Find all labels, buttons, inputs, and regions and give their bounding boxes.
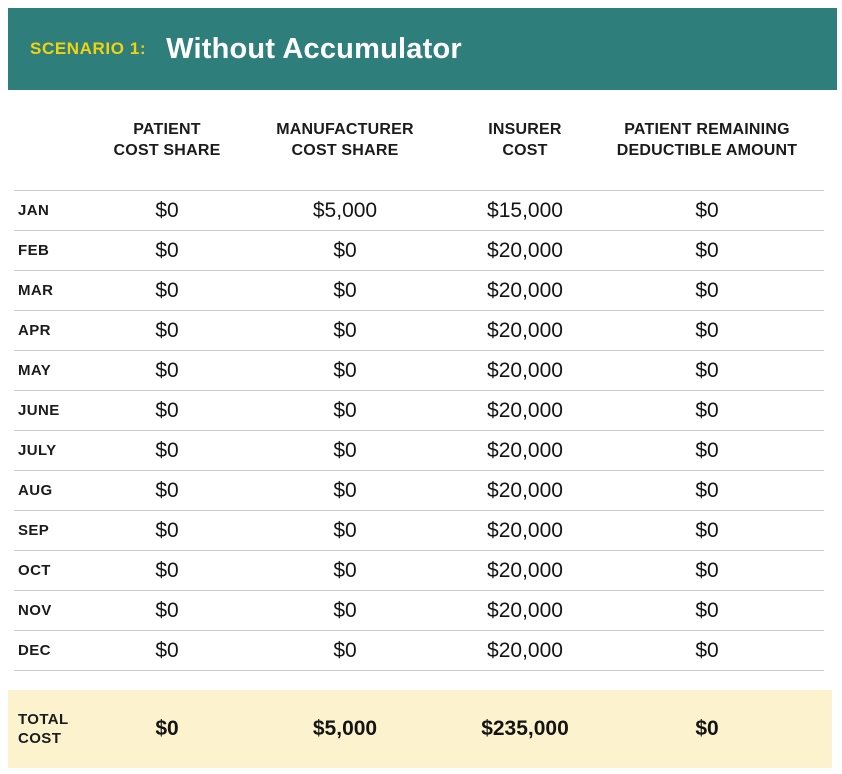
cost-value-cell: $0: [230, 630, 460, 671]
cost-value-cell: $0: [590, 270, 824, 311]
cost-value-cell: $0: [230, 390, 460, 431]
cost-value-cell: $0: [104, 270, 230, 311]
month-label: MAY: [14, 350, 104, 391]
cost-value-cell: $0: [230, 270, 460, 311]
cost-value-cell: $0: [590, 310, 824, 351]
cost-value-cell: $0: [590, 630, 824, 671]
month-label: APR: [14, 310, 104, 351]
column-header-patient-cost-share: PATIENT COST SHARE: [113, 121, 221, 159]
cost-value-cell: $0: [104, 630, 230, 671]
cost-value-cell: $0: [590, 590, 824, 631]
cost-value-cell: $0: [590, 390, 824, 431]
cost-value-cell: $0: [230, 310, 460, 351]
total-insurer-cost: $235,000: [481, 717, 569, 740]
total-patient-cost-share: $0: [155, 717, 179, 740]
table-row: FEB $0 $0 $20,000 $0: [14, 230, 824, 271]
cost-value-cell: $0: [590, 190, 824, 231]
table-row: JULY $0 $0 $20,000 $0: [14, 430, 824, 471]
table-row: MAR $0 $0 $20,000 $0: [14, 270, 824, 311]
cost-value-cell: $0: [104, 550, 230, 591]
table-row: APR $0 $0 $20,000 $0: [14, 310, 824, 351]
month-label: DEC: [14, 630, 104, 671]
month-label: MAR: [14, 270, 104, 311]
cost-value-cell: $0: [230, 590, 460, 631]
cost-value-cell: $0: [230, 470, 460, 511]
column-header-patient-remaining-deductible: PATIENT REMAINING DEDUCTIBLE AMOUNT: [616, 121, 798, 159]
scenario-banner: SCENARIO 1: Without Accumulator: [8, 8, 837, 90]
cost-value-cell: $0: [230, 430, 460, 471]
cost-value-cell: $0: [590, 350, 824, 391]
cost-value-cell: $0: [104, 350, 230, 391]
cost-value-cell: $0: [230, 510, 460, 551]
cost-value-cell: $20,000: [460, 550, 590, 591]
scenario-label: SCENARIO 1:: [30, 39, 147, 58]
total-remaining-deductible: $0: [695, 717, 719, 740]
cost-value-cell: $0: [590, 470, 824, 511]
cost-value-cell: $20,000: [460, 510, 590, 551]
column-header-insurer-cost: INSURER COST: [488, 121, 562, 159]
banner-title: Without Accumulator: [166, 32, 462, 65]
cost-value-cell: $20,000: [460, 630, 590, 671]
cost-table-body: JAN $0 $5,000 $15,000 $0 FEB $0 $0 $20,000 $0 MAR $…: [14, 190, 824, 671]
cost-value-cell: $0: [230, 230, 460, 271]
table-row: MAY $0 $0 $20,000 $0: [14, 350, 824, 391]
month-label: SEP: [14, 510, 104, 551]
table-row: JAN $0 $5,000 $15,000 $0: [14, 190, 824, 231]
total-manufacturer-cost-share: $5,000: [312, 717, 378, 740]
cost-value-cell: $15,000: [460, 190, 590, 231]
cost-value-cell: $0: [104, 230, 230, 271]
cost-value-cell: $0: [230, 550, 460, 591]
total-cost-label: TOTAL COST: [18, 711, 69, 747]
cost-value-cell: $0: [590, 550, 824, 591]
month-label: JUNE: [14, 390, 104, 431]
month-label: FEB: [14, 230, 104, 271]
month-column-header: [14, 90, 104, 191]
cost-value-cell: $0: [230, 350, 460, 391]
cost-value-cell: $20,000: [460, 350, 590, 391]
cost-value-cell: $0: [590, 430, 824, 471]
cost-value-cell: $0: [104, 190, 230, 231]
cost-value-cell: $0: [104, 590, 230, 631]
table-row: NOV $0 $0 $20,000 $0: [14, 590, 824, 631]
cost-value-cell: $0: [104, 390, 230, 431]
table-row: AUG $0 $0 $20,000 $0: [14, 470, 824, 511]
month-label: AUG: [14, 470, 104, 511]
cost-value-cell: $20,000: [460, 590, 590, 631]
cost-value-cell: $20,000: [460, 390, 590, 431]
month-label: NOV: [14, 590, 104, 631]
table-row: OCT $0 $0 $20,000 $0: [14, 550, 824, 591]
cost-value-cell: $0: [104, 470, 230, 511]
cost-value-cell: $20,000: [460, 430, 590, 471]
total-cost-row: TOTAL COST $0 $5,000 $235,000 $0: [8, 690, 832, 768]
month-label: JULY: [14, 430, 104, 471]
cost-value-cell: $0: [590, 510, 824, 551]
cost-value-cell: $0: [104, 430, 230, 471]
table-row: DEC $0 $0 $20,000 $0: [14, 630, 824, 671]
cost-value-cell: $0: [104, 510, 230, 551]
month-label: OCT: [14, 550, 104, 591]
cost-value-cell: $20,000: [460, 470, 590, 511]
month-label: JAN: [14, 190, 104, 231]
cost-table-header: PATIENT COST SHARE MANUFACTURER COST SHA…: [14, 90, 824, 191]
table-row: JUNE $0 $0 $20,000 $0: [14, 390, 824, 431]
cost-value-cell: $5,000: [230, 190, 460, 231]
cost-value-cell: $0: [104, 310, 230, 351]
cost-value-cell: $20,000: [460, 270, 590, 311]
cost-value-cell: $20,000: [460, 230, 590, 271]
table-row: SEP $0 $0 $20,000 $0: [14, 510, 824, 551]
cost-value-cell: $0: [590, 230, 824, 271]
cost-table: PATIENT COST SHARE MANUFACTURER COST SHA…: [14, 90, 824, 671]
cost-value-cell: $20,000: [460, 310, 590, 351]
column-header-manufacturer-cost-share: MANUFACTURER COST SHARE: [276, 121, 414, 159]
